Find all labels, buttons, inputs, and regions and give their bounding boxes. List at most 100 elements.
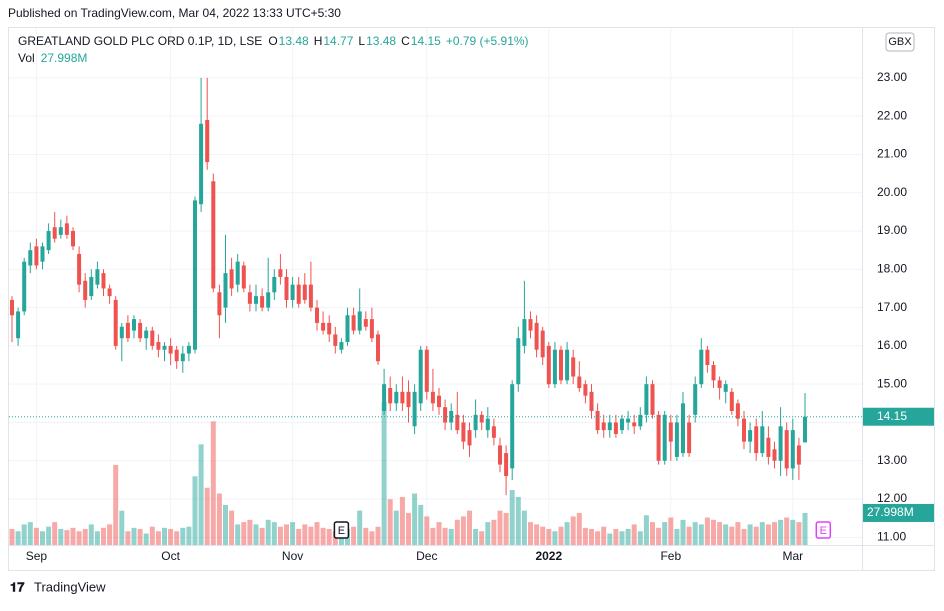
candle-body bbox=[83, 280, 88, 300]
candle-body bbox=[101, 273, 106, 289]
volume-bar bbox=[680, 519, 686, 545]
volume-bar bbox=[125, 531, 131, 545]
y-tick-label: 11.00 bbox=[877, 530, 906, 544]
candle-body bbox=[516, 338, 521, 385]
candle-body bbox=[186, 345, 191, 354]
volume-bar bbox=[76, 531, 82, 545]
volume-bar bbox=[509, 490, 515, 545]
candle-body bbox=[540, 330, 545, 358]
volume-bar bbox=[747, 524, 753, 545]
candle-body bbox=[132, 319, 136, 331]
candle-body bbox=[34, 246, 39, 266]
candle-body bbox=[138, 322, 143, 339]
volume-bar bbox=[558, 526, 564, 545]
candle-body bbox=[796, 445, 801, 465]
x-tick-label: 2022 bbox=[535, 549, 562, 563]
volume-bar bbox=[192, 476, 198, 545]
candle-body bbox=[119, 326, 124, 339]
candle-body bbox=[296, 284, 301, 304]
candle-body bbox=[656, 414, 661, 461]
volume-bar bbox=[393, 510, 399, 545]
volume-bar bbox=[430, 527, 436, 545]
candle-body bbox=[491, 426, 496, 438]
ohlc-value: 14.77 bbox=[323, 34, 353, 48]
volume-bar bbox=[582, 527, 588, 545]
candle-body bbox=[607, 422, 612, 431]
candle-body bbox=[559, 349, 563, 381]
volume-bar bbox=[216, 493, 222, 545]
volume-bar bbox=[369, 531, 375, 545]
volume-bar bbox=[168, 528, 174, 545]
volume-bar bbox=[198, 444, 204, 545]
volume-bar bbox=[711, 519, 716, 545]
ohlc-key: L bbox=[358, 34, 365, 48]
volume-bar bbox=[40, 531, 45, 545]
volume-bar bbox=[686, 526, 692, 545]
candle-body bbox=[742, 418, 746, 442]
volume-bar bbox=[631, 524, 637, 545]
candle-body bbox=[443, 407, 448, 423]
candle-body bbox=[668, 422, 673, 442]
candle-body bbox=[760, 426, 765, 454]
volume-bar bbox=[528, 522, 533, 545]
volume-bar bbox=[601, 526, 607, 545]
volume-bar bbox=[119, 510, 125, 545]
volume-bar bbox=[137, 528, 143, 545]
candle-body bbox=[205, 119, 210, 163]
symbol-title: GREATLAND GOLD PLC ORD 0.1P, 1D, LSE bbox=[18, 34, 262, 48]
candle-body bbox=[772, 449, 777, 461]
candle-body bbox=[284, 276, 289, 300]
candle-body bbox=[193, 200, 197, 350]
volume-bar bbox=[796, 522, 802, 545]
event-label: E bbox=[338, 525, 345, 537]
volume-bar bbox=[259, 527, 265, 545]
volume-bar bbox=[412, 493, 418, 545]
volume-bar bbox=[351, 526, 357, 545]
volume-bar bbox=[131, 527, 137, 545]
candle-body bbox=[394, 391, 399, 404]
brand-name: TradingView bbox=[34, 579, 106, 594]
volume-bar bbox=[625, 528, 631, 545]
candle-body bbox=[784, 430, 789, 469]
volume-bar bbox=[619, 531, 625, 545]
volume-bar bbox=[52, 522, 58, 545]
volume-bar bbox=[235, 524, 241, 545]
volume-bar bbox=[759, 522, 765, 545]
candle-body bbox=[406, 391, 411, 408]
volume-bar bbox=[515, 496, 521, 545]
ohlc-value: 14.15 bbox=[411, 34, 441, 48]
candle-body bbox=[565, 349, 570, 381]
volume-bar bbox=[155, 531, 161, 545]
y-tick-label: 23.00 bbox=[877, 70, 907, 84]
volume-bar bbox=[247, 519, 253, 545]
event-marker bbox=[815, 521, 832, 539]
ohlc-value: 13.48 bbox=[366, 34, 396, 48]
volume-bar bbox=[314, 522, 320, 545]
volume-bar bbox=[271, 522, 277, 545]
volume-bar bbox=[363, 527, 369, 545]
y-tick-label: 18.00 bbox=[877, 261, 907, 275]
candle-body bbox=[254, 296, 258, 304]
candle-body bbox=[748, 430, 753, 442]
volume-bar bbox=[503, 512, 509, 545]
candle-body bbox=[522, 319, 527, 346]
candle-body bbox=[150, 330, 155, 346]
candle-body bbox=[650, 384, 655, 415]
volume-bar bbox=[326, 528, 332, 545]
candle-body bbox=[583, 384, 588, 396]
volume-bar bbox=[174, 531, 180, 545]
volume-bar bbox=[485, 522, 491, 545]
volume-bar bbox=[290, 522, 296, 545]
volume-bar bbox=[210, 421, 216, 545]
candle-body bbox=[241, 265, 246, 289]
candle-body bbox=[162, 345, 167, 350]
volume-bar bbox=[9, 528, 15, 545]
candle-body bbox=[199, 123, 204, 205]
candle-body bbox=[461, 422, 466, 442]
candle-body bbox=[369, 319, 374, 339]
candle-body bbox=[260, 296, 265, 308]
volume-bar bbox=[454, 519, 460, 545]
candle-body bbox=[534, 322, 539, 350]
